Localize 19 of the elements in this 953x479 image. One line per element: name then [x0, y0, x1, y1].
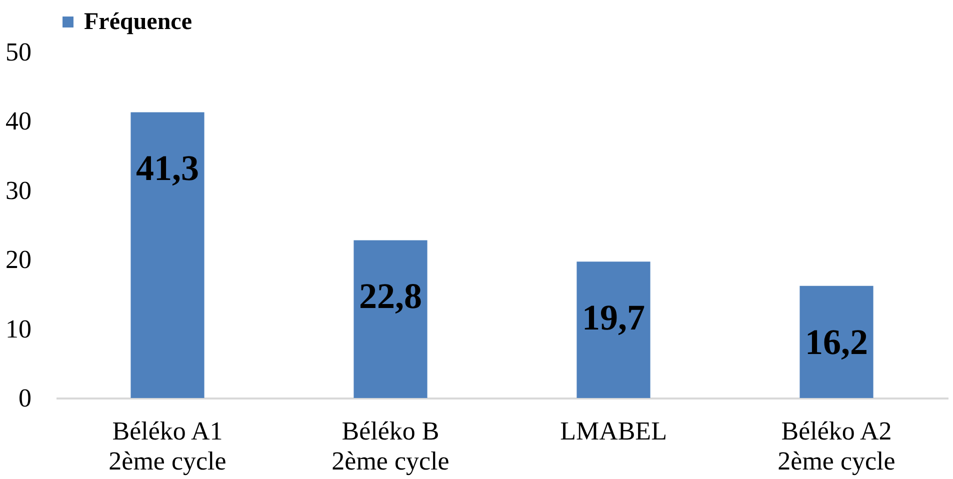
y-tick-label: 0 — [18, 384, 32, 412]
data-label: 19,7 — [582, 298, 645, 338]
bar — [576, 262, 650, 398]
x-tick-label: Béléko A1 2ème cycle — [108, 416, 226, 476]
y-tick-label: 30 — [6, 176, 32, 205]
y-tick-label: 50 — [6, 38, 32, 66]
x-tick-label: Béléko A2 2ème cycle — [778, 416, 896, 476]
bar — [130, 112, 204, 398]
y-tick-label: 20 — [6, 245, 32, 274]
x-tick-label: Béléko B 2ème cycle — [332, 416, 450, 476]
y-tick-label: 10 — [6, 314, 32, 344]
data-label: 22,8 — [359, 276, 422, 316]
bar — [800, 286, 874, 398]
data-label: 16,2 — [805, 322, 868, 362]
y-tick-label: 40 — [6, 106, 32, 136]
x-tick-label: LMABEL — [560, 416, 667, 446]
legend-label: Fréquence — [84, 9, 192, 35]
data-label: 41,3 — [136, 148, 199, 188]
bar — [354, 240, 428, 398]
